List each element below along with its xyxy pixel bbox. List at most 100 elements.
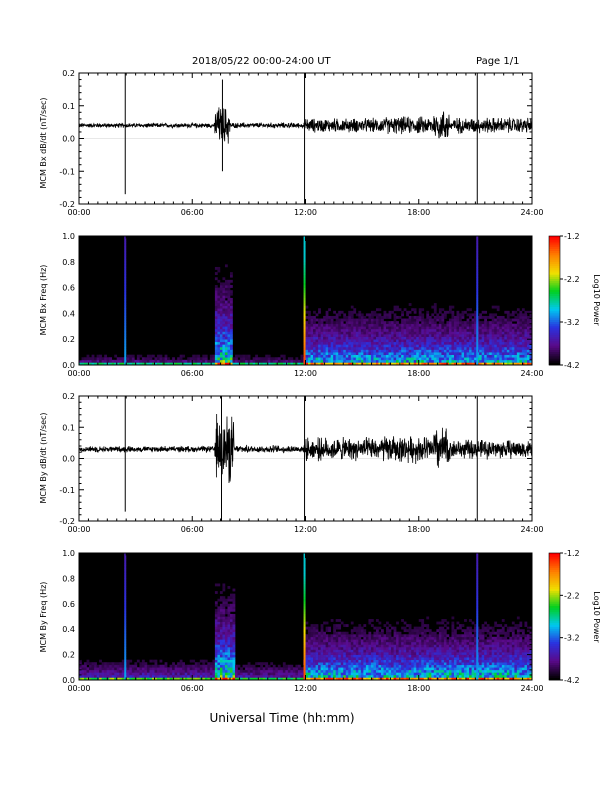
spectrogram-cell bbox=[456, 641, 460, 645]
spectrogram-cell bbox=[358, 339, 362, 343]
spectrogram-cell bbox=[333, 646, 336, 650]
spectrogram-cell bbox=[320, 672, 324, 676]
spectrogram-cell bbox=[214, 654, 218, 658]
spectrogram-cell bbox=[217, 611, 221, 615]
x-tick-label: 12:00 bbox=[294, 525, 317, 534]
spectrogram-cell bbox=[521, 334, 525, 337]
spectrogram-cell bbox=[448, 346, 452, 350]
spectrogram-cell bbox=[368, 354, 372, 358]
spectrogram-cell bbox=[247, 672, 251, 676]
spectrogram-cell bbox=[345, 326, 349, 330]
spectrogram-cell bbox=[461, 352, 465, 355]
spectrogram-cell bbox=[370, 677, 374, 681]
spectrogram-cell bbox=[476, 295, 479, 299]
spectrogram-cell bbox=[431, 659, 435, 663]
spectrogram-cell bbox=[131, 354, 135, 358]
spectrogram-cell bbox=[363, 344, 367, 348]
spectrogram-cell bbox=[411, 349, 415, 353]
spectrogram-cell bbox=[373, 649, 377, 653]
spectrogram-cell bbox=[453, 654, 457, 658]
spectrogram-cell bbox=[358, 639, 362, 643]
spectrogram-cell bbox=[222, 608, 226, 612]
spectrogram-cell bbox=[393, 644, 397, 648]
spectrogram-cell bbox=[433, 310, 437, 314]
spectrogram-cell bbox=[182, 669, 185, 673]
spectrogram-cell bbox=[403, 644, 407, 648]
spectrogram-cell bbox=[413, 341, 417, 345]
spectrogram-cell bbox=[99, 677, 102, 681]
spectrogram-cell bbox=[217, 608, 221, 612]
spectrogram-cell bbox=[471, 326, 475, 330]
spectrogram-cell bbox=[398, 315, 402, 319]
spectrogram-cell bbox=[479, 326, 482, 330]
spectrogram-cell bbox=[428, 315, 432, 319]
spectrogram-cell bbox=[355, 631, 359, 635]
spectrogram-cell bbox=[114, 662, 118, 666]
spectrogram-cell bbox=[436, 354, 440, 358]
spectrogram-cell bbox=[199, 674, 203, 678]
spectrogram-cell bbox=[443, 644, 447, 648]
spectrogram-cell bbox=[245, 362, 248, 366]
spectrogram-cell bbox=[109, 662, 113, 666]
spectrogram-cell bbox=[348, 362, 352, 366]
spectrogram-cell bbox=[240, 677, 243, 681]
spectrogram-cell bbox=[300, 362, 304, 366]
spectrogram-cell bbox=[423, 624, 427, 627]
spectrogram-cell bbox=[318, 328, 321, 332]
spectrogram-cell bbox=[245, 357, 248, 361]
spectrogram-cell bbox=[308, 326, 311, 330]
spectrogram-cell bbox=[388, 334, 392, 337]
spectrogram-cell bbox=[484, 336, 487, 340]
spectrogram-cell bbox=[428, 636, 432, 640]
spectrogram-cell bbox=[428, 354, 432, 358]
spectrogram-cell bbox=[375, 352, 379, 355]
spectrogram-cell bbox=[355, 336, 359, 340]
spectrogram-cell bbox=[416, 334, 420, 337]
spectrogram-cell bbox=[411, 631, 415, 635]
spectrogram-cell bbox=[214, 321, 218, 325]
spectrogram-cell bbox=[358, 313, 362, 317]
spectrogram-cell bbox=[441, 641, 445, 645]
spectrogram-cell bbox=[416, 359, 420, 363]
spectrogram-cell bbox=[338, 331, 342, 335]
spectrogram-cell bbox=[227, 631, 231, 635]
spectrogram-cell bbox=[303, 357, 306, 361]
spectrogram-cell bbox=[378, 646, 382, 650]
spectrogram-cell bbox=[398, 672, 402, 676]
spectrogram-cell bbox=[124, 285, 127, 288]
spectrogram-cell bbox=[310, 362, 314, 366]
spectrogram-cell bbox=[325, 321, 329, 325]
spectrogram-cell bbox=[197, 354, 201, 358]
spectrogram-cell bbox=[230, 290, 233, 294]
spectrogram-cell bbox=[315, 652, 319, 655]
spectrogram-cell bbox=[411, 667, 415, 671]
spectrogram-cell bbox=[343, 362, 347, 366]
spectrogram-cell bbox=[378, 667, 382, 671]
spectrogram-cell bbox=[272, 359, 276, 363]
spectrogram-cell bbox=[393, 357, 397, 361]
spectrogram-cell bbox=[224, 362, 228, 366]
spectrogram-cell bbox=[350, 321, 354, 325]
spectrogram-cell bbox=[247, 662, 251, 666]
spectrogram-cell bbox=[514, 362, 518, 366]
spectrogram-cell bbox=[315, 344, 319, 348]
spectrogram-cell bbox=[408, 659, 412, 663]
spectrogram-cell bbox=[360, 334, 364, 337]
spectrogram-cell bbox=[441, 664, 445, 668]
spectrogram-cell bbox=[365, 636, 369, 640]
spectrogram-cell bbox=[348, 315, 352, 319]
spectrogram-cell bbox=[506, 349, 510, 353]
spectrogram-cell bbox=[381, 664, 384, 668]
spectrogram-cell bbox=[219, 344, 223, 348]
spectrogram-cell bbox=[320, 667, 324, 671]
spectrogram-cell bbox=[121, 357, 125, 361]
spectrogram-cell bbox=[383, 344, 387, 348]
spectrogram-cell bbox=[418, 652, 422, 655]
spectrogram-cell bbox=[491, 331, 495, 335]
spectrogram-cell bbox=[315, 634, 319, 638]
spectrogram-cell bbox=[111, 359, 115, 363]
spectrogram-cell bbox=[491, 315, 495, 319]
spectrogram-cell bbox=[350, 667, 354, 671]
spectrogram-cell bbox=[214, 339, 218, 343]
